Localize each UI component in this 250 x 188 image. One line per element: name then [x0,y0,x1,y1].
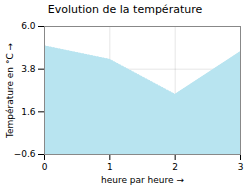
html-text:Evolution de la température: Evolution de la température [47,3,203,16]
svg-text:−0.6: −0.6 [14,149,36,159]
svg-text:1.6: 1.6 [21,107,36,117]
svg-text:1: 1 [107,162,113,172]
svg-text:2: 2 [172,162,178,172]
svg-text:6.0: 6.0 [21,21,36,31]
svg-text:0: 0 [42,162,48,172]
svg-text:Température en °C →: Température en °C → [5,42,15,139]
svg-text:3: 3 [238,162,244,172]
svg-text:3.8: 3.8 [21,64,36,74]
svg-text:heure par heure →: heure par heure → [101,175,184,185]
